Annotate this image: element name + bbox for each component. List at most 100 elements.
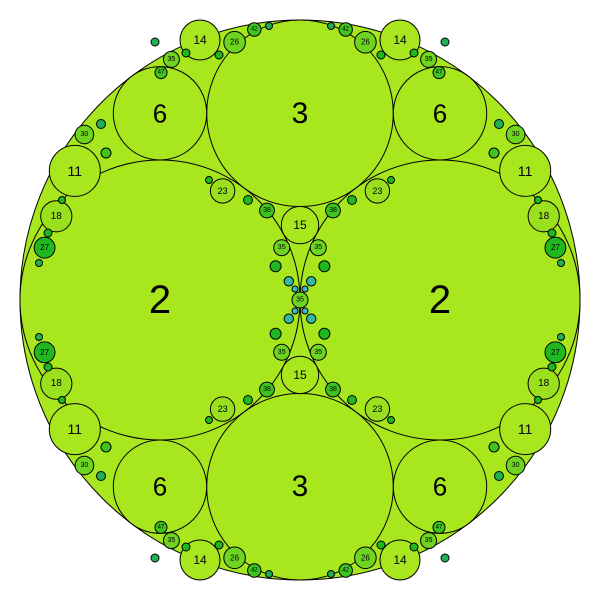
circle-label: 18 — [538, 211, 550, 222]
circle-label: 23 — [218, 404, 228, 414]
circle-label: 38 — [329, 386, 337, 393]
circle-label: 26 — [230, 38, 239, 47]
circle-label: 6 — [433, 472, 447, 502]
gasket-circle — [206, 417, 213, 424]
circle-label: 15 — [293, 218, 307, 232]
circle-label: 6 — [433, 98, 447, 128]
circle-label: 6 — [153, 98, 167, 128]
gasket-circle — [59, 197, 66, 204]
gasket-circle — [489, 442, 499, 452]
circle-label: 47 — [158, 70, 165, 76]
circle-label: 27 — [551, 348, 560, 357]
gasket-circle — [489, 148, 499, 158]
gasket-circle — [302, 308, 308, 314]
gasket-circle — [215, 541, 223, 549]
circle-label: 47 — [436, 524, 443, 530]
circle-label: 47 — [158, 524, 165, 530]
circle-label: 18 — [538, 378, 550, 389]
circle-label: 15 — [293, 368, 307, 382]
gasket-circle — [307, 314, 316, 323]
gasket-circle — [328, 571, 335, 578]
circle-label: 30 — [512, 462, 520, 469]
circle-label: 42 — [342, 27, 349, 33]
circle-label: 30 — [81, 462, 89, 469]
gasket-circle — [182, 49, 190, 57]
gasket-circle — [292, 308, 298, 314]
gasket-circle — [101, 442, 111, 452]
gasket-circle — [44, 363, 52, 371]
gasket-circle — [292, 286, 298, 292]
gasket-circle — [441, 554, 449, 562]
circle-label: 2 — [429, 278, 451, 322]
circle-label: 11 — [68, 421, 83, 437]
gasket-circle — [244, 396, 253, 405]
circle-label: 18 — [51, 211, 63, 222]
circle-label: 42 — [342, 568, 349, 574]
circle-label: 42 — [251, 27, 258, 33]
circle-label: 14 — [193, 553, 207, 567]
circle-label: 35 — [296, 297, 304, 304]
gasket-circle — [495, 120, 504, 129]
gasket-circle — [548, 363, 556, 371]
circle-label: 30 — [81, 131, 89, 138]
circle-label: 14 — [393, 553, 407, 567]
gasket-circle — [244, 196, 253, 205]
gasket-circle — [97, 120, 106, 129]
gasket-circle — [535, 197, 542, 204]
gasket-circle — [284, 277, 293, 286]
circle-label: 47 — [436, 70, 443, 76]
circle-label: 35 — [278, 244, 286, 251]
circle-label: 26 — [361, 38, 370, 47]
apollonian-gasket: 2233666611111111141414141515181818182323… — [0, 0, 600, 600]
circle-label: 30 — [512, 131, 520, 138]
circle-label: 3 — [292, 470, 309, 503]
gasket-circle — [270, 328, 281, 339]
circle-label: 23 — [218, 186, 228, 196]
gasket-circle — [302, 286, 308, 292]
gasket-circle — [151, 554, 159, 562]
gasket-circle — [36, 260, 43, 267]
gasket-circle — [410, 543, 418, 551]
circle-label: 35 — [425, 56, 433, 63]
circle-label: 11 — [68, 163, 83, 179]
gasket-circle — [535, 397, 542, 404]
gasket-circle — [558, 334, 565, 341]
circle-label: 35 — [425, 537, 433, 544]
circle-label: 27 — [551, 243, 560, 252]
gasket-circle — [377, 541, 385, 549]
gasket-circle — [319, 261, 330, 272]
gasket-circle — [388, 417, 395, 424]
gasket-circle — [59, 397, 66, 404]
circle-label: 23 — [372, 186, 382, 196]
gasket-circle — [441, 38, 449, 46]
gasket-circle — [206, 177, 213, 184]
gasket-circle — [377, 51, 385, 59]
gasket-circle — [215, 51, 223, 59]
gasket-circle — [266, 23, 273, 30]
gasket-circle — [348, 396, 357, 405]
gasket-circle — [266, 571, 273, 578]
gasket-circle — [182, 543, 190, 551]
gasket-circle — [36, 334, 43, 341]
gasket-circle — [319, 328, 330, 339]
circle-label: 6 — [153, 472, 167, 502]
gasket-circle — [101, 148, 111, 158]
circle-label: 27 — [40, 348, 49, 357]
gasket-circle — [388, 177, 395, 184]
circle-label: 35 — [314, 349, 322, 356]
gasket-circle — [270, 261, 281, 272]
gasket-circle — [151, 38, 159, 46]
gasket-circle — [44, 229, 52, 237]
gasket-circle — [307, 277, 316, 286]
circle-label: 11 — [518, 163, 533, 179]
circle-label: 11 — [518, 421, 533, 437]
gasket-circle — [495, 472, 504, 481]
circle-label: 35 — [314, 244, 322, 251]
gasket-circle — [97, 472, 106, 481]
circle-label: 23 — [372, 404, 382, 414]
circle-label: 27 — [40, 243, 49, 252]
circle-label: 3 — [292, 97, 309, 130]
circle-label: 38 — [263, 207, 271, 214]
circle-label: 18 — [51, 378, 63, 389]
gasket-circle — [348, 196, 357, 205]
